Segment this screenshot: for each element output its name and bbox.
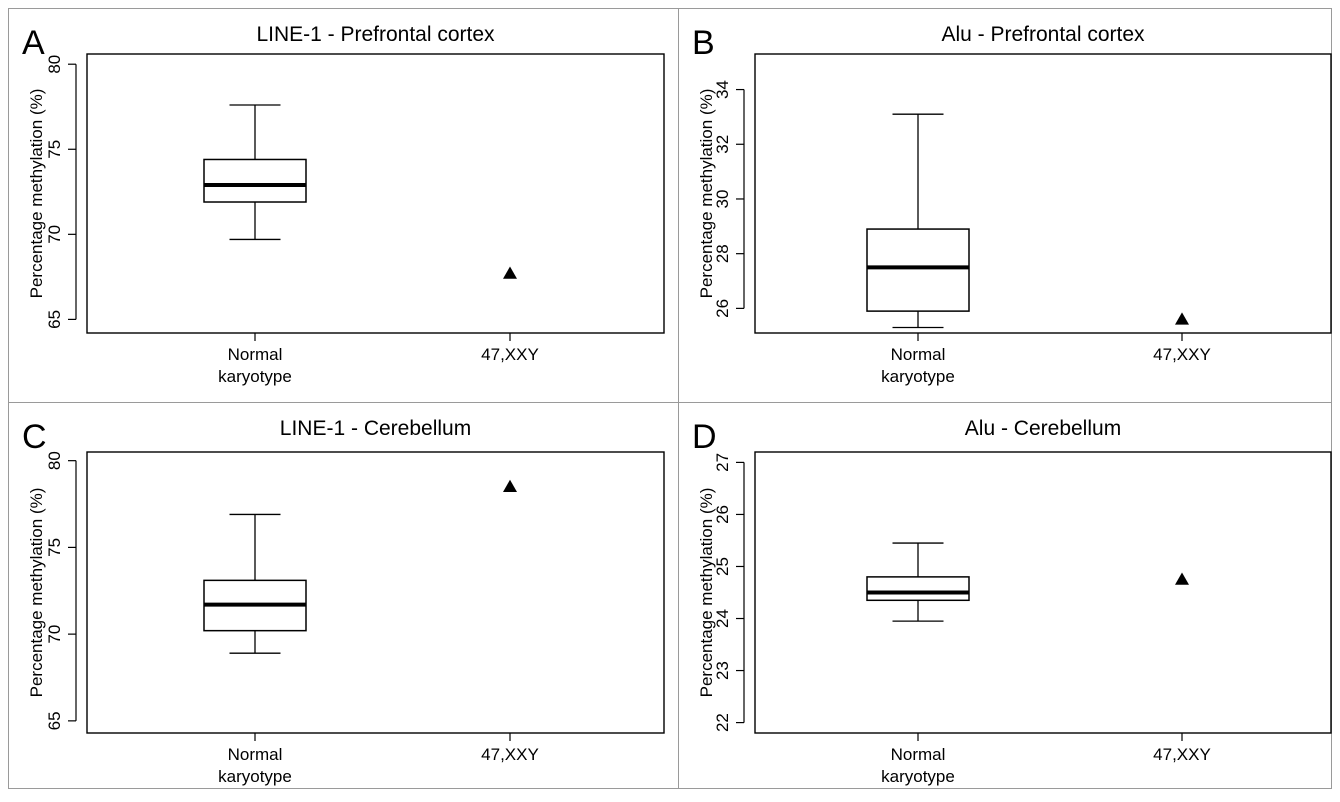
y-axis-label: Percentage methylation (%) bbox=[27, 89, 46, 299]
figure-frame bbox=[8, 8, 1332, 789]
iqr-box bbox=[203, 158, 307, 203]
panel-letter: D bbox=[692, 418, 717, 456]
y-tick-label: 28 bbox=[713, 244, 732, 263]
x-tick-label: Normal bbox=[891, 345, 946, 364]
x-tick-label: Normal bbox=[228, 345, 283, 364]
panel-letter: A bbox=[22, 24, 45, 62]
panel-b: B Alu - Prefrontal cortex 26 28 30 32 34Percen… bbox=[692, 23, 1332, 386]
y-tick-label: 30 bbox=[713, 190, 732, 209]
y-tick-label: 25 bbox=[713, 557, 732, 576]
plot-area bbox=[754, 451, 1332, 734]
chart-title: Alu - Cerebellum bbox=[965, 417, 1121, 440]
xxy-point bbox=[503, 479, 517, 492]
y-tick-label: 80 bbox=[45, 55, 64, 74]
panel-a: A LINE-1 - Prefrontal cortex 65 70 75 80 Perce… bbox=[22, 23, 665, 386]
x-tick-label: 47,XXY bbox=[481, 345, 539, 364]
x-tick-label: Normal bbox=[891, 745, 946, 764]
y-tick-label: 24 bbox=[713, 609, 732, 628]
chart-title: LINE-1 - Prefrontal cortex bbox=[256, 23, 495, 46]
iqr-box bbox=[866, 228, 970, 312]
x-tick-label: Normal bbox=[228, 745, 283, 764]
y-axis-label: Percentage methylation (%) bbox=[697, 488, 716, 698]
plot-area bbox=[86, 53, 665, 334]
iqr-box bbox=[866, 576, 970, 602]
y-tick-label: 32 bbox=[713, 135, 732, 154]
x-tick-label: karyotype bbox=[881, 767, 955, 786]
y-tick-label: 65 bbox=[45, 310, 64, 329]
chart-title: LINE-1 - Cerebellum bbox=[280, 417, 471, 440]
xxy-point bbox=[503, 266, 517, 279]
y-tick-label: 26 bbox=[713, 299, 732, 318]
y-tick-label: 80 bbox=[45, 451, 64, 470]
y-tick-label: 75 bbox=[45, 140, 64, 159]
x-tick-label: 47,XXY bbox=[481, 745, 539, 764]
y-tick-label: 65 bbox=[45, 711, 64, 730]
panel-d: D Alu - Cerebellum 22 23 24 25 26 27 Percentage … bbox=[692, 417, 1332, 786]
x-tick-label: karyotype bbox=[218, 767, 292, 786]
y-tick-label: 22 bbox=[713, 713, 732, 732]
y-tick-label: 75 bbox=[45, 538, 64, 557]
plot-area bbox=[754, 53, 1332, 334]
panel-c: C LINE-1 - Cerebellum 65 70 75 80 Percentage m… bbox=[22, 417, 665, 786]
plot-area bbox=[86, 451, 665, 734]
x-tick-label: karyotype bbox=[218, 367, 292, 386]
y-axis-label: Percentage methylation (%) bbox=[697, 89, 716, 299]
y-tick-label: 26 bbox=[713, 505, 732, 524]
xxy-point bbox=[1175, 312, 1189, 325]
x-tick-label: 47,XXY bbox=[1153, 745, 1211, 764]
y-tick-label: 34 bbox=[713, 80, 732, 99]
y-tick-label: 27 bbox=[713, 453, 732, 472]
x-tick-label: karyotype bbox=[881, 367, 955, 386]
panel-letter: C bbox=[22, 418, 47, 456]
x-tick-label: 47,XXY bbox=[1153, 345, 1211, 364]
y-tick-label: 70 bbox=[45, 625, 64, 644]
chart-title: Alu - Prefrontal cortex bbox=[941, 23, 1145, 46]
y-axis-label: Percentage methylation (%) bbox=[27, 488, 46, 698]
panel-letter: B bbox=[692, 24, 715, 62]
y-tick-label: 23 bbox=[713, 661, 732, 680]
xxy-point bbox=[1175, 572, 1189, 585]
y-tick-label: 70 bbox=[45, 225, 64, 244]
